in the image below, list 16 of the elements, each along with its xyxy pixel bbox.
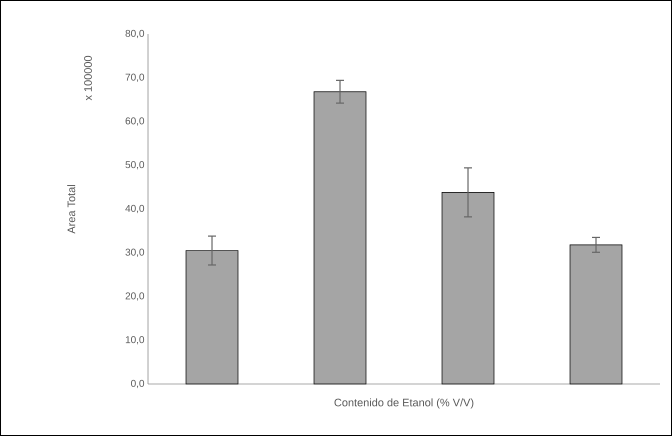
bar (314, 91, 366, 384)
y-tick-label: 20,0 (126, 292, 144, 301)
y-tick-label: 70,0 (126, 74, 144, 82)
y-tick-label: 10,0 (126, 336, 144, 344)
y-tick-label: 40,0 (125, 204, 144, 214)
y-tick-label: 60,0 (126, 117, 144, 126)
y-tick-label: 30,0 (125, 248, 144, 257)
bar (570, 244, 622, 384)
y-axis-title: Area Total (67, 185, 76, 234)
y-tick-label: 0,0 (131, 380, 144, 388)
text: x 100000 (84, 56, 92, 100)
x-axis-title: Contenido de Etanol (% V/V) (334, 398, 474, 409)
bar (186, 250, 238, 384)
y-tick-label: 50,0 (126, 161, 144, 170)
bar (442, 192, 494, 384)
y-tick-label: 80,0 (126, 30, 144, 38)
